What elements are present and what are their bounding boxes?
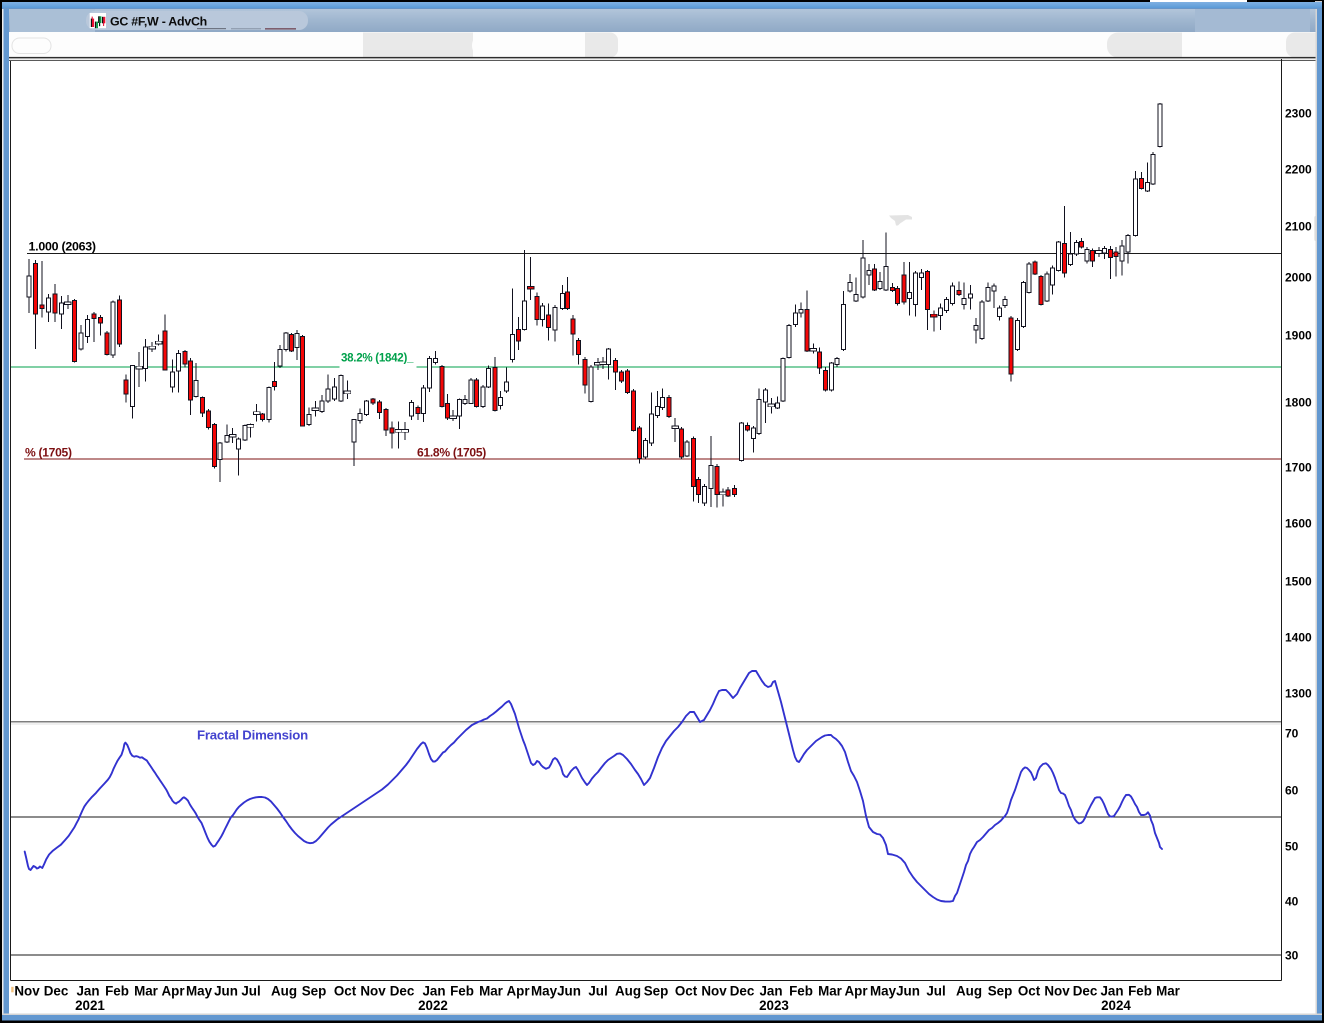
svg-text:Jan: Jan [76,984,99,999]
svg-text:Mar: Mar [479,984,504,999]
svg-text:30: 30 [1285,949,1299,963]
svg-text:Jan: Jan [759,984,782,999]
svg-text:GC #F,W - AdvCh: GC #F,W - AdvCh [110,14,207,28]
svg-text:Apr: Apr [506,984,530,999]
svg-text:% (1705): % (1705) [25,446,72,460]
svg-text:1500: 1500 [1285,575,1312,589]
svg-text:2300: 2300 [1285,107,1312,121]
svg-text:Nov: Nov [701,984,727,999]
svg-text:May: May [531,984,558,999]
svg-text:Jul: Jul [588,984,607,999]
svg-text:Jul: Jul [926,984,945,999]
svg-text:1600: 1600 [1285,517,1312,531]
svg-text:Feb: Feb [1128,984,1152,999]
svg-text:Aug: Aug [271,984,297,999]
svg-text:2023: 2023 [759,998,789,1013]
svg-text:70: 70 [1285,727,1299,741]
svg-text:Mar: Mar [134,984,159,999]
svg-text:Dec: Dec [730,984,755,999]
svg-text:Feb: Feb [789,984,813,999]
svg-text:60: 60 [1285,784,1299,798]
svg-text:2024: 2024 [1101,998,1131,1013]
svg-text:Jan: Jan [422,984,445,999]
svg-text:Jun: Jun [557,984,581,999]
svg-text:Jan: Jan [1100,984,1123,999]
svg-text:Fractal Dimension: Fractal Dimension [197,728,308,743]
svg-text:2021: 2021 [75,998,105,1013]
svg-text:Mar: Mar [818,984,843,999]
svg-text:Dec: Dec [1073,984,1098,999]
svg-text:Nov: Nov [14,984,40,999]
svg-text:Oct: Oct [1018,984,1041,999]
svg-text:50: 50 [1285,840,1299,854]
svg-text:Mar: Mar [1156,984,1181,999]
svg-text:Aug: Aug [615,984,641,999]
svg-text:1800: 1800 [1285,396,1312,410]
svg-text:Jun: Jun [896,984,920,999]
svg-text:May: May [186,984,213,999]
svg-text:Apr: Apr [161,984,185,999]
svg-text:Sep: Sep [302,984,327,999]
svg-text:1.000 (2063): 1.000 (2063) [29,240,96,254]
svg-text:Nov: Nov [360,984,386,999]
svg-text:Sep: Sep [644,984,669,999]
svg-text:May: May [870,984,897,999]
svg-text:2200: 2200 [1285,163,1312,177]
svg-text:Apr: Apr [844,984,868,999]
svg-text:Aug: Aug [956,984,982,999]
svg-text:2000: 2000 [1285,271,1312,285]
svg-text:2100: 2100 [1285,220,1312,234]
svg-text:38.2% (1842)_: 38.2% (1842)_ [341,352,414,365]
svg-text:Jul: Jul [241,984,260,999]
svg-text:Oct: Oct [334,984,357,999]
svg-text:Feb: Feb [450,984,474,999]
svg-text:1700: 1700 [1285,461,1312,475]
svg-text:Dec: Dec [390,984,415,999]
svg-text:2022: 2022 [418,998,448,1013]
svg-text:Dec: Dec [44,984,69,999]
svg-text:1300: 1300 [1285,687,1312,701]
svg-text:1900: 1900 [1285,329,1312,343]
svg-text:Oct: Oct [675,984,698,999]
svg-text:Nov: Nov [1044,984,1070,999]
svg-text:40: 40 [1285,895,1299,909]
svg-text:1400: 1400 [1285,631,1312,645]
svg-text:61.8% (1705): 61.8% (1705) [417,446,486,460]
svg-text:Sep: Sep [988,984,1013,999]
svg-text:Feb: Feb [105,984,129,999]
svg-text:Jun: Jun [214,984,238,999]
